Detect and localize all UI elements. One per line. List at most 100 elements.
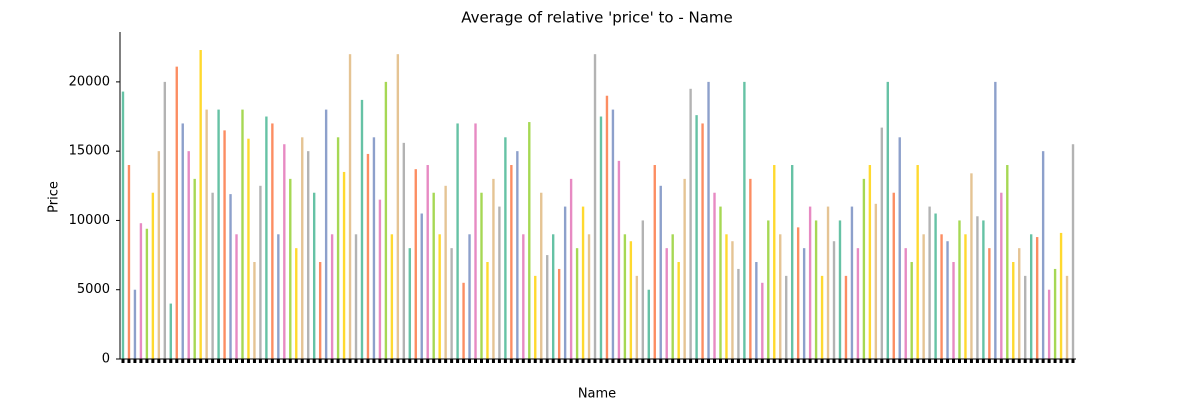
bar xyxy=(802,248,806,359)
bar xyxy=(157,151,161,359)
bar xyxy=(420,213,423,359)
bar xyxy=(808,206,812,359)
bar xyxy=(1012,262,1015,359)
bar xyxy=(850,206,854,359)
bar xyxy=(492,178,495,359)
bar xyxy=(133,289,137,359)
bar xyxy=(151,192,155,359)
bar xyxy=(623,234,627,359)
bar xyxy=(546,255,549,359)
bar xyxy=(396,54,400,359)
bar xyxy=(354,234,358,359)
bar xyxy=(581,206,585,359)
bar xyxy=(617,160,621,359)
bar xyxy=(874,203,878,359)
bar xyxy=(360,99,364,359)
bar xyxy=(163,81,167,360)
bar xyxy=(181,123,184,359)
bar xyxy=(205,109,208,359)
bar xyxy=(671,234,674,359)
bar xyxy=(450,248,453,359)
bar xyxy=(1065,275,1069,359)
bar xyxy=(247,138,250,359)
bar xyxy=(605,95,609,359)
bar xyxy=(856,248,860,359)
bar xyxy=(982,220,985,359)
bar xyxy=(557,268,561,359)
bar xyxy=(785,275,788,359)
bar xyxy=(223,130,226,359)
bar xyxy=(366,153,370,359)
bar xyxy=(653,165,656,359)
bar xyxy=(796,227,800,359)
bar xyxy=(1029,234,1033,359)
bar xyxy=(743,81,746,360)
bar xyxy=(378,199,382,359)
bar xyxy=(1053,268,1057,359)
bar xyxy=(271,123,274,359)
y-axis-label: Price xyxy=(47,181,62,213)
bar xyxy=(946,241,949,359)
bar xyxy=(779,234,782,359)
bar xyxy=(336,137,340,359)
bar xyxy=(1041,151,1045,359)
bar xyxy=(301,137,304,359)
bar xyxy=(127,165,131,359)
bar xyxy=(259,185,262,359)
bar xyxy=(456,123,459,359)
bar xyxy=(922,234,925,359)
bar xyxy=(569,178,573,359)
bar xyxy=(563,206,567,359)
bar xyxy=(253,262,256,359)
bar xyxy=(390,234,394,359)
bar xyxy=(826,206,830,359)
y-tick-label: 15000 xyxy=(69,144,110,159)
bar xyxy=(408,248,411,359)
bar xyxy=(611,109,615,359)
bar xyxy=(312,192,316,359)
bar xyxy=(952,262,955,359)
bar xyxy=(790,165,794,359)
bar xyxy=(1018,248,1021,359)
bar xyxy=(241,109,244,359)
bar xyxy=(474,123,477,359)
bar xyxy=(641,220,645,359)
bar xyxy=(121,91,125,359)
bar xyxy=(283,144,286,359)
bar xyxy=(540,192,543,359)
bar xyxy=(892,192,895,359)
bar xyxy=(832,241,836,359)
bar xyxy=(683,178,686,359)
bar xyxy=(498,206,501,359)
bar xyxy=(1000,192,1003,359)
bar xyxy=(330,234,334,359)
bar xyxy=(139,223,143,359)
bar xyxy=(504,137,507,359)
bar xyxy=(749,178,752,359)
bar xyxy=(211,192,214,359)
y-tick-label: 10000 xyxy=(69,213,110,228)
bar xyxy=(414,169,417,359)
bar xyxy=(707,81,710,360)
bar xyxy=(958,220,961,359)
bar xyxy=(289,178,292,359)
bar xyxy=(886,81,889,360)
bar xyxy=(737,268,740,359)
bar xyxy=(838,220,842,359)
bar xyxy=(324,109,328,359)
bar xyxy=(175,66,178,359)
bar xyxy=(593,54,597,359)
bar xyxy=(988,248,991,359)
bar xyxy=(480,192,483,359)
bar xyxy=(1006,165,1009,359)
bar xyxy=(516,151,519,359)
bar xyxy=(1047,289,1051,359)
bar xyxy=(904,248,907,359)
bar xyxy=(575,248,579,359)
bar xyxy=(444,185,447,359)
bar xyxy=(145,228,149,359)
bar xyxy=(295,248,298,359)
bar xyxy=(677,262,680,359)
bar xyxy=(629,241,633,359)
